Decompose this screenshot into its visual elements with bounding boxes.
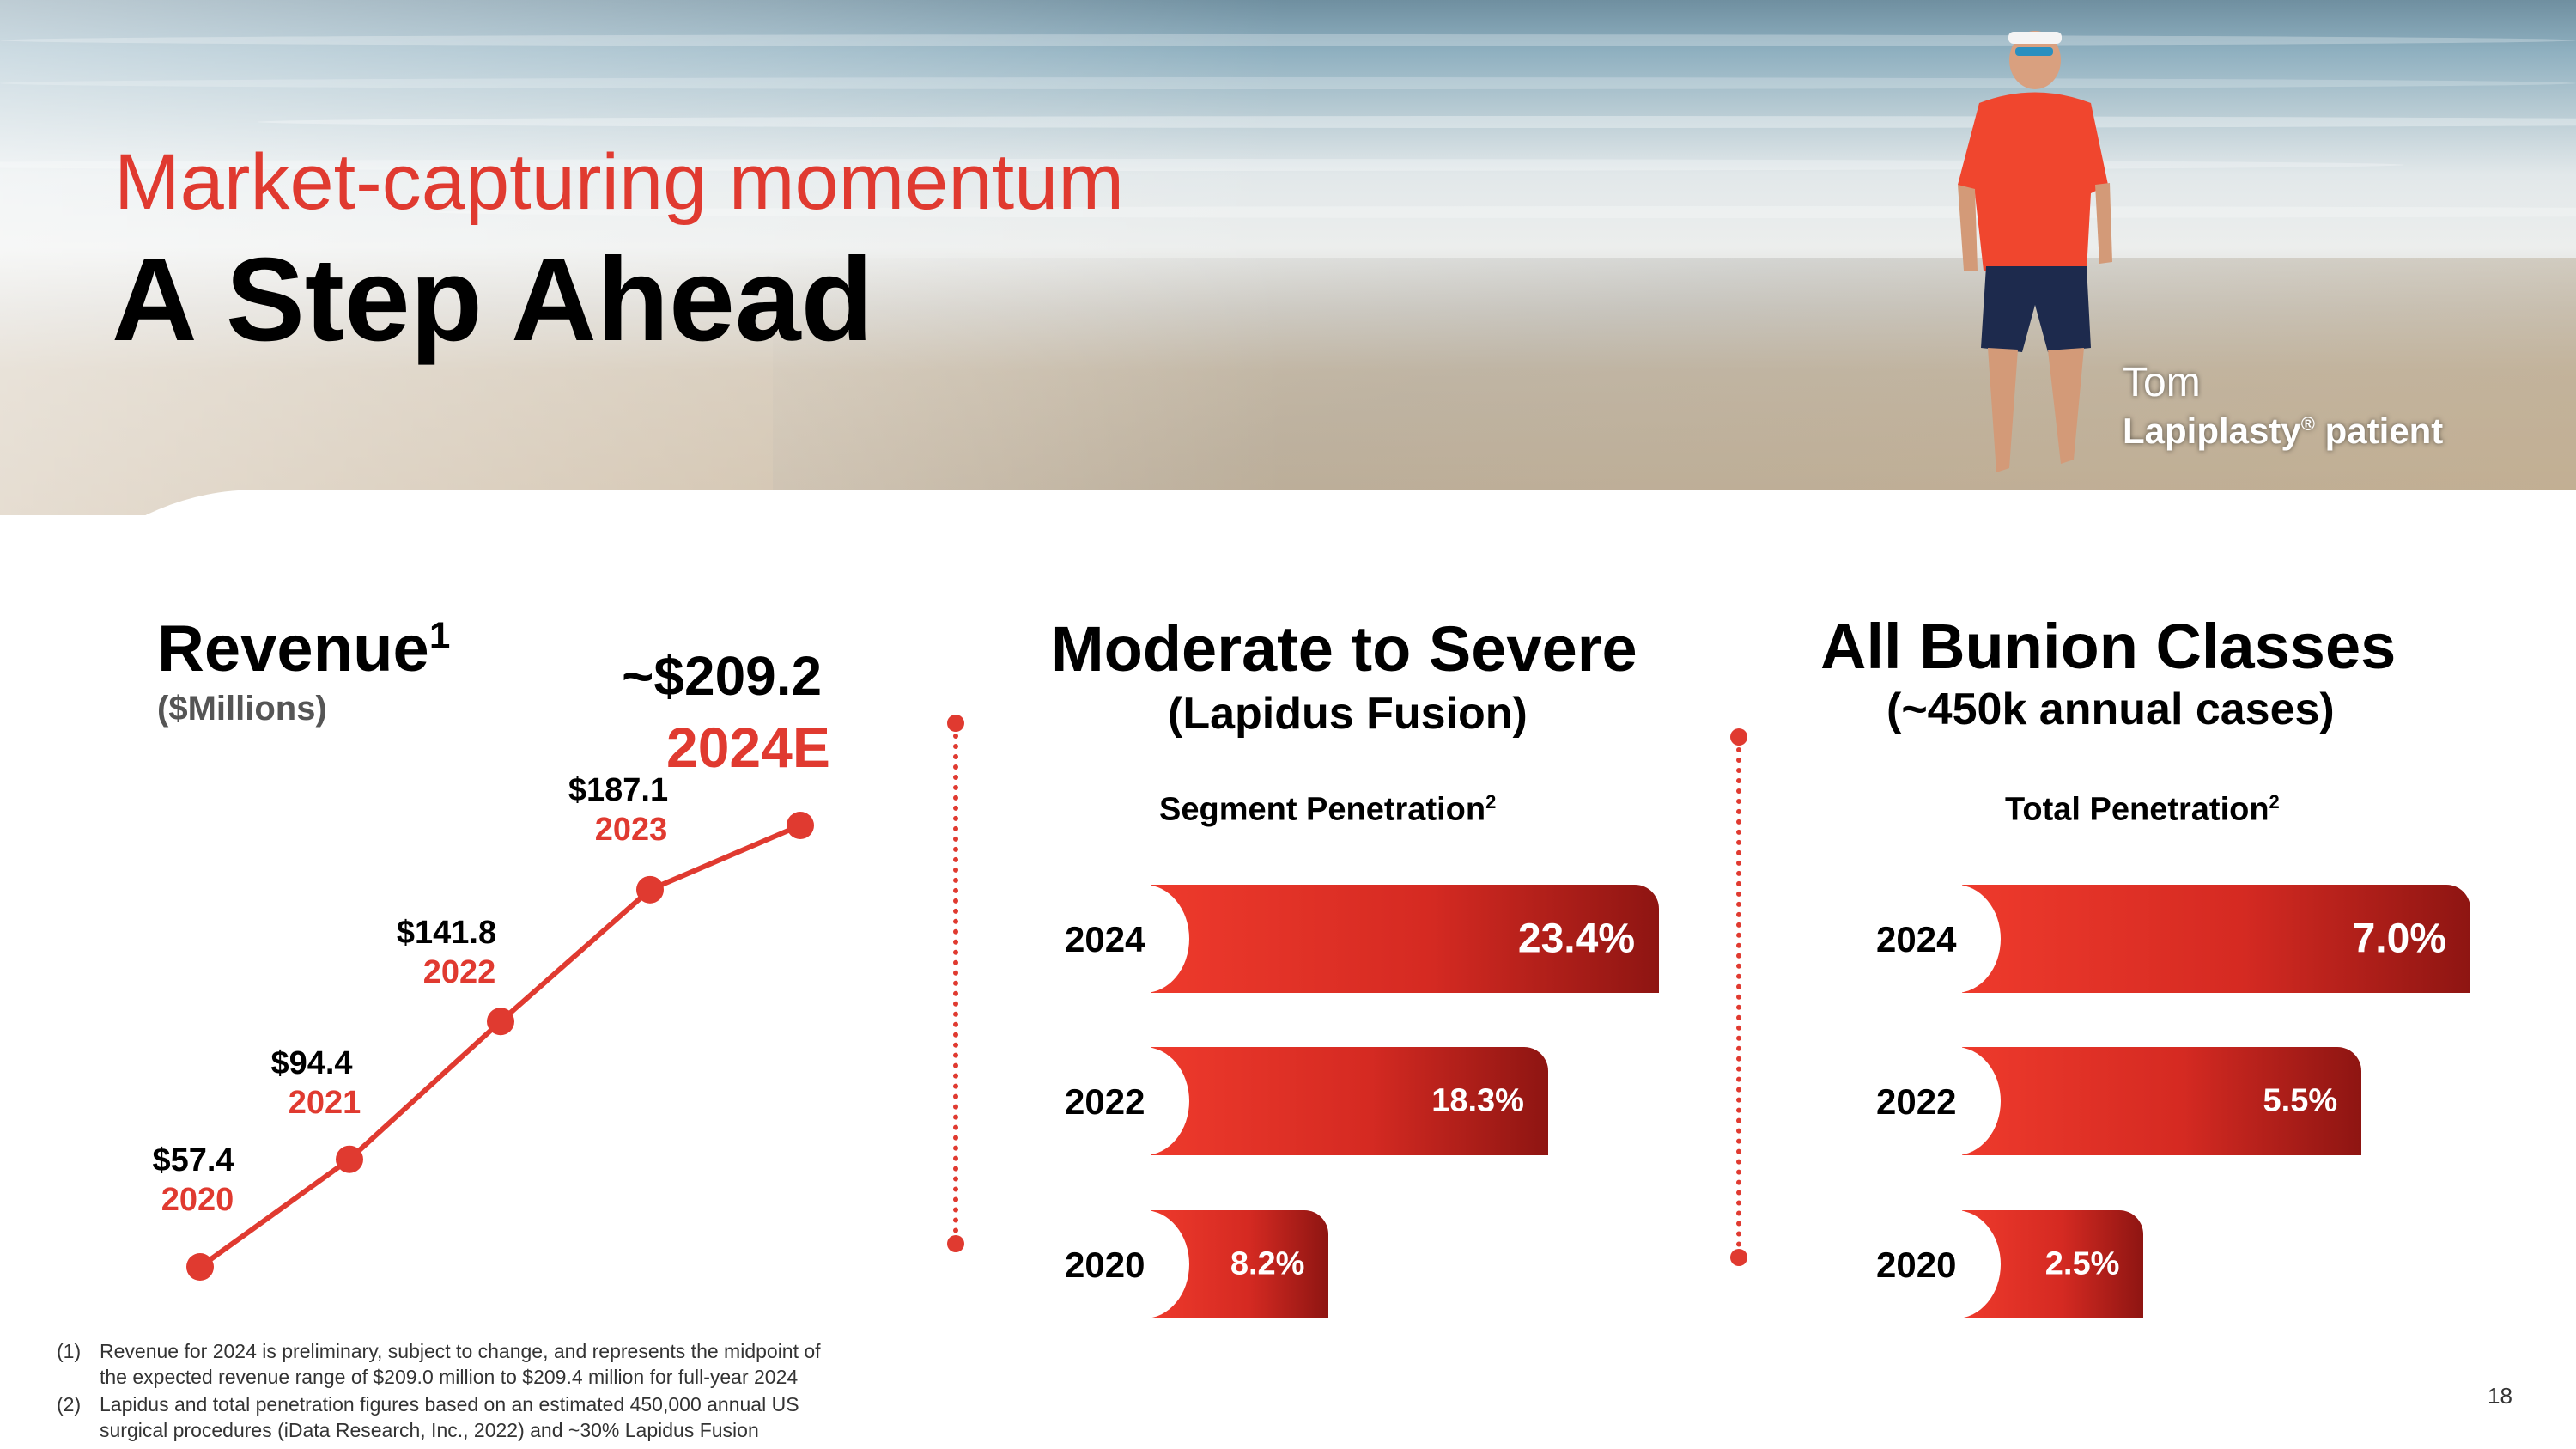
all-bars-bar-2022: 5.5%	[1962, 1047, 2362, 1155]
bar-notch	[1962, 1210, 2001, 1318]
revenue-value-label-2022: $141.8	[397, 915, 496, 951]
caption-name: Tom	[2123, 360, 2201, 405]
all-bunion-footnote-ref: 2	[2269, 791, 2280, 813]
divider-right-top-dot	[1730, 728, 1747, 746]
all-bars-year-2024: 2024	[1876, 919, 1957, 959]
slide-subtitle: Market-capturing momentum	[114, 138, 1124, 226]
all-bars-bar-2024: 7.0%	[1962, 885, 2470, 993]
bar-notch	[1151, 1047, 1189, 1155]
all-bars-year-2020: 2020	[1876, 1245, 1957, 1285]
revenue-point-2021	[336, 1145, 363, 1173]
footnote-2-num: (2)	[57, 1393, 82, 1416]
footnote-2: (2)	[57, 1391, 81, 1417]
revenue-year-label-2021: 2021	[289, 1085, 361, 1121]
revenue-value-label-2023: $187.1	[568, 772, 668, 808]
revenue-unit: ($Millions)	[157, 690, 327, 728]
mod-bars-year-2020: 2020	[1065, 1245, 1145, 1285]
revenue-value-label-2021: $94.4	[270, 1045, 352, 1081]
all-bunion-axis-label: Total Penetration2	[2005, 791, 2280, 829]
hero-photo	[0, 0, 2576, 515]
moderate-axis-label: Segment Penetration2	[1159, 791, 1496, 829]
moderate-axis-text: Segment Penetration	[1159, 791, 1486, 828]
all-bars-value-2022: 5.5%	[2263, 1082, 2338, 1119]
revenue-point-2024E	[787, 812, 814, 839]
footnote-1-line2: the expected revenue range of $209.0 mil…	[100, 1366, 799, 1388]
mod-bars-value-2020: 8.2%	[1230, 1245, 1305, 1282]
moderate-footnote-ref: 2	[1485, 791, 1497, 813]
caption-role: Lapiplasty® patient	[2123, 411, 2443, 452]
revenue-estimate-value: ~$209.2	[622, 645, 823, 707]
all-bunion-axis-text: Total Penetration	[2005, 791, 2269, 828]
all-bunion-subtitle: (~450k annual cases)	[1886, 685, 2335, 734]
footnote-2-text: Lapidus and total penetration figures ba…	[100, 1391, 799, 1443]
revenue-title: Revenue1	[157, 612, 450, 686]
patient-photo	[1958, 31, 2112, 472]
mod-bars-value-2024: 23.4%	[1517, 916, 1635, 962]
page-number: 18	[2488, 1383, 2512, 1409]
bar-notch	[1151, 885, 1189, 993]
all-bars-year-2022: 2022	[1876, 1081, 1957, 1122]
divider-right-bottom-dot	[1730, 1249, 1747, 1266]
footnote-2-line1: Lapidus and total penetration figures ba…	[100, 1393, 799, 1416]
bar-notch	[1962, 1047, 2001, 1155]
divider-left	[953, 723, 958, 1244]
all-bunion-title: All Bunion Classes	[1820, 611, 2397, 682]
revenue-value-label-2020: $57.4	[152, 1142, 234, 1178]
moderate-title: Moderate to Severe	[1051, 613, 1637, 685]
bar-notch	[1962, 885, 2001, 993]
revenue-estimate-year: 2024E	[666, 715, 830, 779]
slide-title: A Step Ahead	[112, 234, 873, 366]
revenue-title-text: Revenue	[157, 612, 429, 685]
revenue-point-2022	[487, 1008, 514, 1036]
mod-bars-year-2024: 2024	[1065, 919, 1145, 959]
mod-bars-bar-2020: 8.2%	[1151, 1210, 1329, 1318]
revenue-year-label-2022: 2022	[423, 954, 496, 990]
mod-bars-value-2022: 18.3%	[1431, 1082, 1524, 1119]
footnote-1-num: (1)	[57, 1340, 82, 1362]
revenue-point-2023	[636, 875, 664, 904]
mod-bars-bar-2022: 18.3%	[1151, 1047, 1548, 1155]
revenue-year-label-2020: 2020	[161, 1182, 234, 1218]
mod-bars-bar-2024: 23.4%	[1151, 885, 1659, 993]
footnote-2-line2: surgical procedures (iData Research, Inc…	[100, 1419, 759, 1441]
divider-right	[1736, 737, 1741, 1257]
moderate-subtitle: (Lapidus Fusion)	[1168, 689, 1528, 739]
divider-left-top-dot	[947, 715, 964, 732]
caption-role-text: Lapiplasty	[2123, 411, 2301, 451]
divider-left-bottom-dot	[947, 1235, 964, 1252]
registered-mark: ®	[2300, 413, 2315, 435]
revenue-point-2020	[186, 1253, 214, 1281]
footnote-1-text: Revenue for 2024 is preliminary, subject…	[100, 1338, 821, 1390]
all-bars-value-2024: 7.0%	[2352, 916, 2446, 962]
bar-notch	[1151, 1210, 1189, 1318]
caption-role-suffix: patient	[2314, 411, 2444, 451]
mod-bars-year-2022: 2022	[1065, 1081, 1145, 1122]
revenue-footnote-ref: 1	[428, 614, 451, 657]
revenue-year-label-2023: 2023	[595, 812, 668, 848]
footnote-1-line1: Revenue for 2024 is preliminary, subject…	[100, 1340, 821, 1362]
footnote-1: (1)	[57, 1338, 81, 1364]
all-bars-value-2020: 2.5%	[2044, 1245, 2120, 1282]
all-bars-bar-2020: 2.5%	[1962, 1210, 2144, 1318]
